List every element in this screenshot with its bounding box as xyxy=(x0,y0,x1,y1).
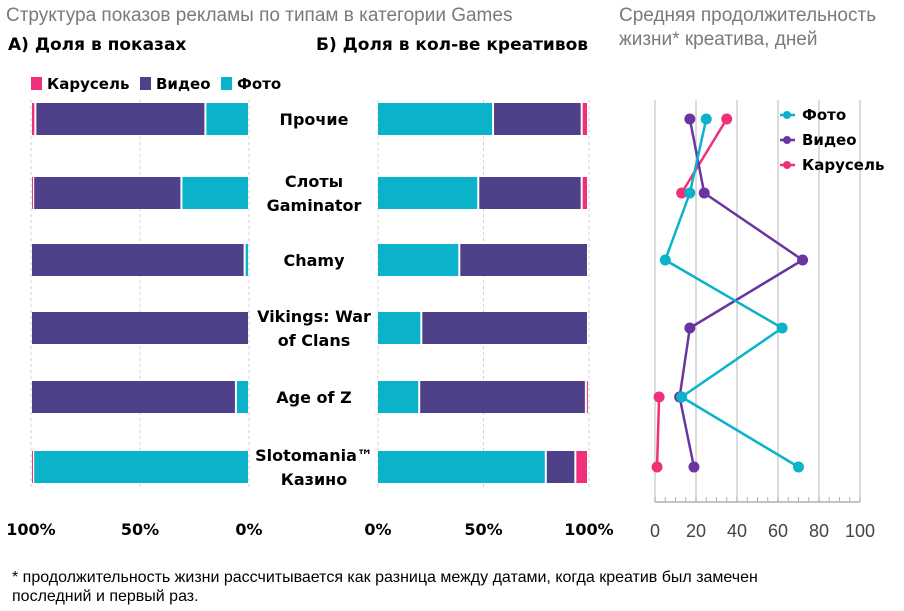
legend-a: Карусель Видео Фото xyxy=(31,75,281,93)
panel-c-tick-80: 80 xyxy=(809,521,829,541)
panel-c-point-video-2 xyxy=(698,187,710,199)
panel-b-bar-photo-1 xyxy=(378,103,493,135)
panel-b-bar-carousel-2 xyxy=(582,177,587,209)
legend-a-carousel-swatch xyxy=(31,77,42,90)
panel-b-bar-video-4 xyxy=(422,312,587,344)
panel-c-tick-60: 60 xyxy=(768,521,788,541)
category-label-6-line-2: Казино xyxy=(281,470,347,489)
panel-b-tick-1: 50% xyxy=(464,520,502,539)
panel-a-bar-video-3 xyxy=(32,244,244,276)
panel-b-bar-photo-5 xyxy=(378,381,419,413)
panel-b-bar-carousel-1 xyxy=(582,103,587,135)
panel-a-bar-video-1 xyxy=(36,103,205,135)
panel-c-point-photo-1 xyxy=(700,113,712,125)
panel-c-tick-40: 40 xyxy=(727,521,747,541)
panel-c-point-photo-5 xyxy=(676,391,688,403)
panel-b-bar-photo-2 xyxy=(378,177,478,209)
panel-a-bar-video-5 xyxy=(32,381,235,413)
panel-c-tick-0: 0 xyxy=(650,521,660,541)
footnote-line2: последний и первый раз. xyxy=(12,588,199,605)
category-labels: Прочие Слоты Gaminator Chamy Vikings: War of … xyxy=(255,110,373,489)
panel-c-point-photo-3 xyxy=(659,254,671,266)
panel-c-point-video-3 xyxy=(797,254,809,266)
panel-a-bar-carousel-1 xyxy=(32,103,35,135)
legend-a-video-swatch xyxy=(140,77,151,90)
panel-a-bar-photo-2 xyxy=(182,177,248,209)
panel-c-line-photo-1 xyxy=(664,118,800,469)
category-label-4-line-2: of Clans xyxy=(278,331,350,350)
panel-b-bar-video-5 xyxy=(420,381,585,413)
panel-a-bar-video-2 xyxy=(34,177,181,209)
legend-c-photo-label: Фото xyxy=(802,106,846,124)
category-label-1: Прочие xyxy=(280,110,349,129)
panel-b-bar-photo-6 xyxy=(378,451,545,483)
legend-a-video-label: Видео xyxy=(156,75,211,93)
panel-c-line-carousel-1 xyxy=(680,118,728,194)
panel-c-point-video-6 xyxy=(688,461,700,473)
panel-b-bar-video-2 xyxy=(479,177,581,209)
panel-c-point-photo-4 xyxy=(776,322,788,334)
panel-b-tick-2: 100% xyxy=(564,520,613,539)
panel-c-point-carousel-6 xyxy=(651,461,663,473)
panel-a-bar-video-4 xyxy=(32,312,248,344)
panel-b-bar-video-6 xyxy=(546,451,575,483)
panel-a-tick-0: 100% xyxy=(6,520,55,539)
panel-c-title-line1: Средняя продолжительность xyxy=(619,5,876,26)
panel-c-point-photo-6 xyxy=(793,461,804,473)
chart-title: Структура показов рекламы по типам в кат… xyxy=(6,5,512,26)
panel-b-bar-carousel-5 xyxy=(586,381,588,413)
panel-b-title: Б) Доля в кол-ве креативов xyxy=(316,35,588,55)
panel-a-bar-photo-6 xyxy=(34,451,249,483)
panel-b-bar-video-3 xyxy=(460,244,587,276)
legend-c-video-label: Видео xyxy=(802,131,857,149)
legend-a-carousel-label: Карусель xyxy=(47,75,129,93)
category-label-4-line-1: Vikings: War xyxy=(257,307,371,326)
panel-c-line-carousel-2 xyxy=(655,396,661,468)
legend-a-photo-swatch xyxy=(221,77,232,90)
panel-a-tick-1: 50% xyxy=(121,520,159,539)
category-label-5: Age of Z xyxy=(276,388,351,407)
panel-c-point-carousel-5 xyxy=(653,391,665,403)
category-label-6-line-1: Slotomania™ xyxy=(255,446,373,465)
category-label-2-line-2: Gaminator xyxy=(267,196,362,215)
panel-c-point-carousel-1 xyxy=(721,113,733,125)
legend-c-video-marker xyxy=(783,136,791,144)
category-label-3: Chamy xyxy=(283,251,345,270)
panel-c-point-carousel-2 xyxy=(676,187,688,199)
panel-c-line-video-1 xyxy=(678,118,804,468)
panel-a-tick-2: 0% xyxy=(235,520,262,539)
legend-a-photo-label: Фото xyxy=(237,75,281,93)
legend-c-carousel-label: Карусель xyxy=(802,156,884,174)
panel-a-bar-carousel-6 xyxy=(32,451,33,483)
panel-c-point-photo-2 xyxy=(684,187,696,199)
panel-a-bar-photo-5 xyxy=(236,381,248,413)
panel-c-tick-100: 100 xyxy=(845,521,875,541)
legend-c-carousel-marker xyxy=(783,161,791,169)
panel-c-tick-20: 20 xyxy=(686,521,706,541)
panel-b-plot: 0% 50% 100% xyxy=(364,100,614,539)
panel-b-tick-0: 0% xyxy=(364,520,391,539)
panel-b-bar-photo-3 xyxy=(378,244,459,276)
panel-c-plot: 0 20 40 60 80 100 xyxy=(650,100,875,541)
panel-b-bar-video-1 xyxy=(494,103,581,135)
panel-a-bar-photo-1 xyxy=(206,103,248,135)
panel-c-title-line2: жизни* креатива, дней xyxy=(619,29,818,50)
panel-a-title: А) Доля в показах xyxy=(8,35,186,55)
panel-a-bar-carousel-2 xyxy=(32,177,33,209)
panel-c-point-video-4 xyxy=(684,322,696,334)
panel-b-bar-carousel-6 xyxy=(576,451,587,483)
panel-a-plot: 100% 50% 0% xyxy=(6,100,263,539)
panel-c-point-video-1 xyxy=(684,113,696,125)
category-label-2-line-1: Слоты xyxy=(285,172,343,191)
legend-c: Фото Видео Карусель xyxy=(780,106,884,174)
footnote-line1: * продолжительность жизни рассчитывается… xyxy=(12,569,758,586)
legend-c-photo-marker xyxy=(783,111,791,119)
panel-a-bar-photo-3 xyxy=(245,244,248,276)
panel-b-bar-photo-4 xyxy=(378,312,421,344)
